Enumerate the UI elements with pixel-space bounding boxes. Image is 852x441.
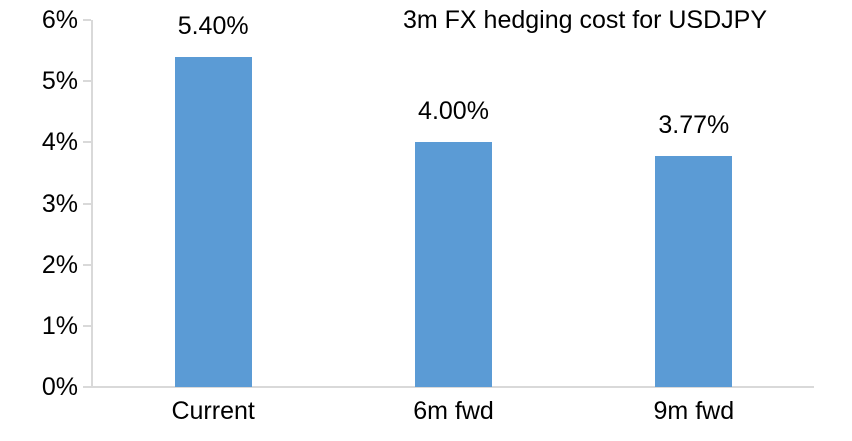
- y-axis-tick-label: 6%: [41, 6, 78, 34]
- y-axis-tick: [83, 202, 91, 205]
- y-axis-line: [91, 20, 93, 387]
- x-axis-category-label: Current: [171, 397, 255, 425]
- x-axis-category-label: 6m fwd: [413, 397, 494, 425]
- bar-9m-fwd: [655, 156, 733, 387]
- y-axis-tick: [83, 386, 91, 388]
- chart-title: 3m FX hedging cost for USDJPY: [402, 6, 768, 34]
- bar-current: [174, 56, 252, 387]
- y-axis-tick: [83, 80, 91, 83]
- y-axis-tick: [83, 19, 91, 21]
- bar-data-label: 3.77%: [658, 111, 730, 140]
- y-axis-tick-label: 1%: [41, 311, 78, 340]
- bar-data-label: 4.00%: [418, 97, 489, 126]
- x-axis-category-label: 9m fwd: [653, 397, 735, 425]
- bar-data-label: 5.40%: [177, 11, 249, 40]
- y-axis-tick-label: 0%: [41, 373, 78, 401]
- x-axis-line: [91, 386, 814, 388]
- y-axis-tick: [83, 263, 91, 266]
- y-axis-tick: [83, 141, 91, 144]
- bar-6m-fwd: [415, 142, 492, 387]
- y-axis-tick-label: 5%: [41, 67, 78, 96]
- y-axis-tick-label: 4%: [41, 128, 78, 157]
- y-axis-tick-label: 3%: [41, 189, 78, 218]
- y-axis-tick-label: 2%: [41, 250, 78, 279]
- y-axis-tick: [83, 324, 91, 327]
